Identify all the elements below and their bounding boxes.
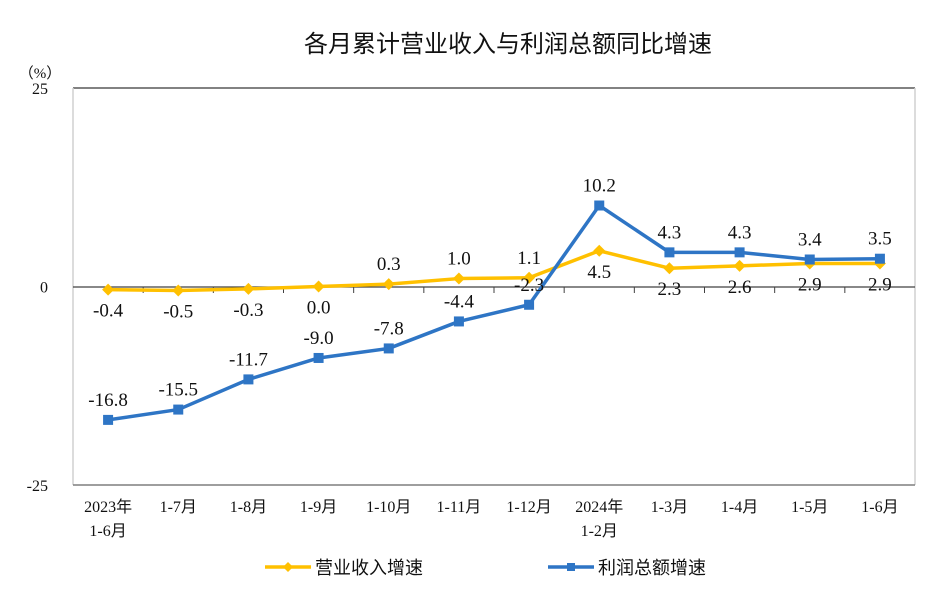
series-line-revenue (108, 249, 880, 293)
y-axis-unit: （%） (19, 65, 62, 82)
revenue-point (312, 280, 325, 293)
profit-data-label: 10.2 (583, 176, 616, 197)
legend: 营业收入增速 利润总额增速 (265, 558, 706, 579)
x-tick-label: 1-3月 (651, 499, 688, 516)
legend-square-icon (567, 563, 575, 571)
x-tick-label: 1-12月 (506, 499, 551, 516)
x-tick-label: 2023年 (84, 498, 132, 516)
revenue-point (452, 272, 465, 285)
revenue-point (172, 284, 185, 297)
x-tick-label: 1-11月 (437, 499, 482, 516)
profit-data-label: -15.5 (158, 380, 198, 401)
profit-point (734, 247, 745, 258)
x-tick-label: 1-5月 (791, 499, 828, 516)
profit-data-label: 4.3 (728, 222, 752, 243)
profit-data-label: -16.8 (88, 390, 128, 411)
legend-diamond-icon (283, 562, 293, 572)
profit-point (524, 299, 535, 310)
legend-label: 营业收入增速 (315, 558, 423, 579)
x-tick-label: 1-6月 (89, 523, 126, 540)
series-group (102, 200, 886, 425)
profit-point (664, 247, 675, 258)
profit-data-label: -7.8 (374, 318, 404, 339)
revenue-point (102, 283, 115, 296)
x-tick-label: 2024年 (575, 498, 623, 516)
profit-data-label: -2.3 (514, 275, 544, 296)
revenue-data-label: 2.3 (658, 279, 682, 300)
revenue-data-label: 2.9 (798, 274, 822, 295)
x-tick-label: 1-7月 (160, 499, 197, 516)
x-tick-label: 1-8月 (230, 499, 267, 516)
x-tick-label: 1-6月 (861, 499, 898, 516)
profit-point (103, 414, 114, 425)
revenue-data-label: -0.5 (163, 301, 193, 322)
revenue-point (663, 262, 676, 275)
y-tick-label: 0 (40, 280, 48, 297)
profit-data-label: -11.7 (229, 349, 268, 370)
series-line-profit (107, 203, 880, 422)
revenue-data-label: 0.3 (377, 254, 401, 275)
chart-title: 各月累计营业收入与利润总额同比增速 (304, 30, 712, 58)
revenue-data-label: -0.4 (93, 301, 124, 322)
x-tick-label: 1-2月 (581, 523, 618, 540)
profit-point (383, 343, 394, 354)
y-tick-label: 25 (32, 81, 48, 98)
revenue-data-label: 0.0 (307, 298, 331, 319)
revenue-data-label: 2.6 (728, 277, 752, 298)
profit-point (874, 253, 885, 264)
x-tick-label: 1-9月 (300, 499, 337, 516)
profit-point (594, 200, 605, 211)
revenue-data-label: 2.9 (868, 274, 892, 295)
revenue-point (733, 259, 746, 272)
revenue-point (593, 244, 606, 257)
profit-data-label: 3.4 (798, 230, 822, 251)
data-labels: -0.4 -0.5 -0.3 0.0 0.3 1.0 1.1 4.5 2.3 2.6 2.9 2.9 -… (88, 176, 891, 411)
profit-data-label: -9.0 (304, 328, 334, 349)
profit-data-label: 4.3 (658, 222, 682, 243)
x-axis-ticks: 2023年 1-6月 1-7月 1-8月 1-9月 1-10月 1-11月 1-12月 2024… (84, 287, 899, 540)
profit-point (173, 404, 184, 415)
profit-point (804, 254, 815, 265)
profit-data-label: -4.4 (444, 291, 475, 312)
y-tick-label: -25 (27, 478, 48, 495)
profit-point (243, 374, 254, 385)
revenue-point (523, 271, 536, 284)
profit-point (453, 316, 464, 327)
revenue-data-label: 4.5 (587, 262, 611, 283)
legend-label: 利润总额增速 (598, 558, 706, 579)
revenue-point (242, 282, 255, 295)
profit-data-label: 3.5 (868, 229, 892, 250)
profit-point (313, 352, 324, 363)
revenue-data-label: 1.1 (517, 248, 541, 269)
x-tick-label: 1-4月 (721, 499, 758, 516)
revenue-data-label: -0.3 (233, 300, 263, 321)
revenue-point (382, 278, 395, 291)
x-tick-label: 1-10月 (366, 499, 411, 516)
revenue-data-label: 1.0 (447, 249, 471, 270)
y-axis-ticks: 25 0 -25 (27, 81, 48, 495)
